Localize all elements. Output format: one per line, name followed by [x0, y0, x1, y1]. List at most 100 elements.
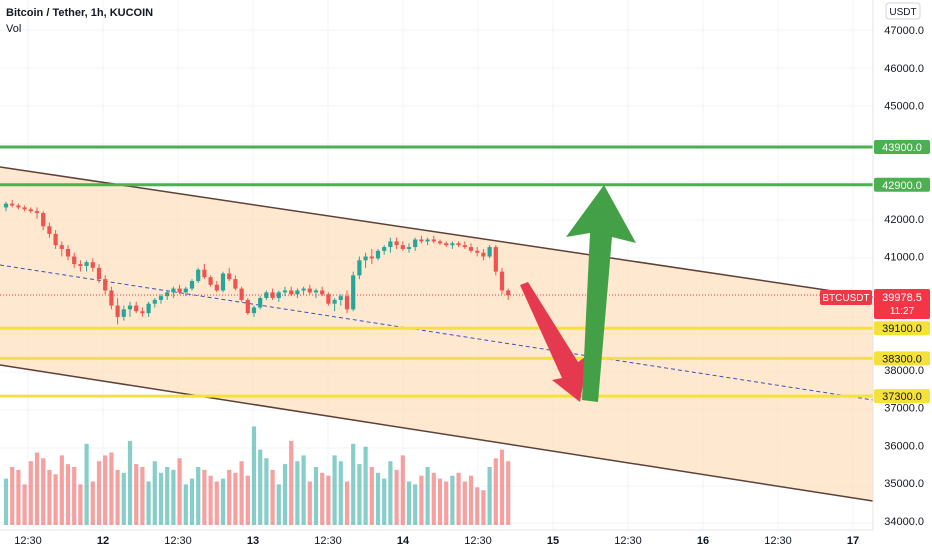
candle-body — [34, 211, 40, 214]
volume-bar — [282, 464, 288, 525]
volume-bar — [499, 449, 505, 525]
candle-body — [394, 241, 399, 246]
candle-body — [121, 309, 126, 317]
volume-bar — [375, 472, 381, 525]
volume-bar — [301, 455, 306, 525]
volume-bar — [41, 458, 46, 525]
volume-bar — [351, 443, 356, 525]
descending-channel[interactable] — [0, 167, 873, 501]
volume-bar — [487, 467, 492, 525]
time-tick-label: 12:30 — [314, 535, 342, 547]
candle-body — [78, 264, 83, 266]
candle-body — [413, 239, 418, 248]
volume-bar — [90, 481, 95, 525]
symbol-label: BTCUSDT — [822, 293, 869, 304]
time-tick-label: 12:30 — [764, 535, 792, 547]
level-price-labels: 43900.0 42900.0 39100.0 38300.0 37300.0 — [874, 140, 930, 404]
candle-body — [158, 296, 164, 300]
price-tick-label: 34000.0 — [884, 516, 924, 528]
currency-button[interactable] — [885, 2, 921, 20]
level-badge-43900.0 — [874, 140, 930, 155]
candle-body — [282, 290, 288, 293]
volume-bar — [468, 475, 474, 525]
volume-bar — [369, 467, 374, 525]
volume-bar — [140, 467, 145, 525]
volume-bar — [121, 472, 126, 525]
time-axis[interactable] — [0, 529, 932, 550]
candle-body — [22, 207, 27, 210]
candle-body — [270, 292, 275, 299]
candle-body — [313, 290, 319, 293]
candle-body — [301, 288, 306, 291]
volume-bar — [357, 464, 362, 525]
candle-body — [493, 247, 498, 272]
down-arrow-drawing[interactable] — [520, 282, 588, 402]
volume-bar — [462, 481, 467, 525]
volume-bar — [171, 469, 176, 525]
candle-body — [344, 296, 350, 310]
candle-body — [289, 290, 294, 295]
candle-body — [245, 299, 250, 314]
volume-bar — [258, 449, 263, 525]
volume-bar — [152, 461, 157, 525]
volume-bar — [326, 475, 331, 525]
channel-lower-line[interactable] — [0, 364, 874, 502]
up-arrow-drawing[interactable] — [566, 185, 636, 402]
candle-body — [437, 241, 443, 244]
volume-bar — [251, 426, 257, 525]
candle-body — [96, 267, 102, 280]
candle-body — [41, 213, 46, 227]
price-tick-label: 38000.0 — [884, 365, 924, 377]
volume-bar — [388, 461, 393, 525]
candle-body — [47, 226, 52, 234]
time-tick-label: 12:30 — [14, 535, 42, 547]
candle-body — [481, 252, 486, 257]
volume-bar — [165, 467, 170, 525]
level-label-37300.0: 37300.0 — [882, 391, 922, 403]
time-tick-label: 12:30 — [614, 535, 642, 547]
candle-body — [189, 281, 195, 289]
volume-bar — [16, 469, 21, 525]
channel-upper-line[interactable] — [0, 166, 874, 298]
level-badge-38300.0 — [874, 351, 930, 366]
volume-bar — [270, 469, 275, 525]
time-tick-label: 14 — [397, 535, 410, 547]
volume-bar — [189, 478, 195, 525]
volume-bar — [3, 478, 9, 525]
volume-bar — [10, 467, 15, 525]
level-badge-42900.0 — [874, 177, 930, 192]
volume-bar — [444, 481, 449, 525]
candle-body — [382, 247, 387, 251]
volume-bar — [313, 467, 319, 525]
candle-body — [3, 203, 9, 208]
price-tick-label: 47000.0 — [884, 25, 924, 37]
price-tick-label: 45000.0 — [884, 101, 924, 113]
price-axis[interactable]: USDT — [872, 0, 932, 550]
candle-body — [84, 262, 89, 266]
volume-bar — [419, 475, 424, 525]
chart-legend[interactable]: Bitcoin / Tether, 1h, KUCOIN Vol — [6, 5, 153, 37]
volume-bar — [109, 452, 114, 525]
volume-bar — [295, 461, 300, 525]
candle-body — [400, 245, 405, 249]
candle-body — [320, 290, 325, 295]
candle-body — [276, 292, 281, 299]
currency-label: USDT — [889, 7, 916, 18]
symbol-title[interactable]: Bitcoin / Tether, 1h, KUCOIN — [6, 7, 154, 19]
volume-bar — [146, 481, 151, 525]
candle-body — [406, 247, 412, 249]
candle-body — [369, 256, 374, 259]
channel-median-line[interactable] — [0, 264, 874, 401]
horizontal-levels[interactable] — [0, 145, 873, 398]
candle-body — [109, 290, 114, 306]
volume-bar — [53, 474, 58, 525]
volume-bar — [202, 469, 207, 525]
volume-bar — [134, 464, 139, 525]
candle-body — [506, 290, 511, 296]
candle-body — [444, 243, 449, 246]
volume-bar — [400, 455, 405, 525]
candle-body — [53, 233, 58, 246]
volume-indicator-label[interactable]: Vol — [6, 23, 22, 35]
volume-bar — [425, 467, 430, 525]
